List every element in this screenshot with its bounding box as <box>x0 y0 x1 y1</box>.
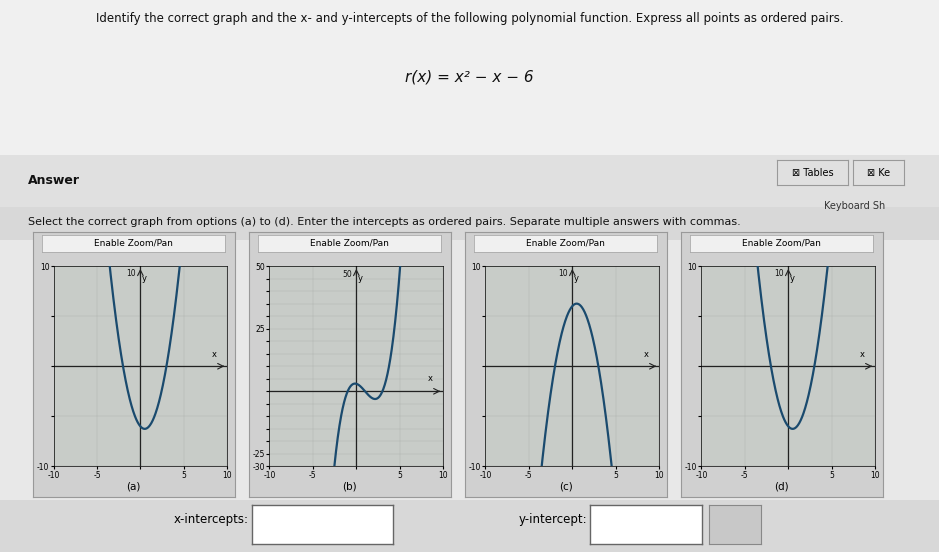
Text: y: y <box>574 274 579 283</box>
Text: x: x <box>428 374 433 383</box>
Text: Enable Zoom/Pan: Enable Zoom/Pan <box>311 239 389 248</box>
Text: (c): (c) <box>559 481 573 491</box>
Text: r(x) = x² − x − 6: r(x) = x² − x − 6 <box>406 70 533 84</box>
Text: x: x <box>644 350 649 359</box>
Text: ⊠ Ke: ⊠ Ke <box>867 167 890 178</box>
Text: Enable Zoom/Pan: Enable Zoom/Pan <box>95 239 173 248</box>
Text: x: x <box>212 350 217 359</box>
Text: 10: 10 <box>127 269 136 278</box>
Text: 10: 10 <box>559 269 568 278</box>
Text: Enable Zoom/Pan: Enable Zoom/Pan <box>743 239 821 248</box>
Text: 10: 10 <box>775 269 784 278</box>
Text: Enable Zoom/Pan: Enable Zoom/Pan <box>527 239 605 248</box>
Text: y: y <box>142 274 147 283</box>
Text: Identify the correct graph and the x- and y-intercepts of the following polynomi: Identify the correct graph and the x- an… <box>96 12 843 25</box>
Text: (a): (a) <box>127 481 141 491</box>
Text: (d): (d) <box>775 481 789 491</box>
Text: y: y <box>790 274 795 283</box>
Text: x-intercepts:: x-intercepts: <box>174 513 249 527</box>
Text: (b): (b) <box>343 481 357 491</box>
Text: y-intercept:: y-intercept: <box>518 513 587 527</box>
Text: ⊠ Tables: ⊠ Tables <box>792 167 834 178</box>
Text: y: y <box>358 274 363 283</box>
Text: x: x <box>860 350 865 359</box>
Text: 50: 50 <box>342 270 352 279</box>
Text: Select the correct graph from options (a) to (d). Enter the intercepts as ordere: Select the correct graph from options (a… <box>28 217 741 227</box>
Text: Answer: Answer <box>28 174 80 187</box>
Text: Keyboard Sh: Keyboard Sh <box>824 201 885 211</box>
